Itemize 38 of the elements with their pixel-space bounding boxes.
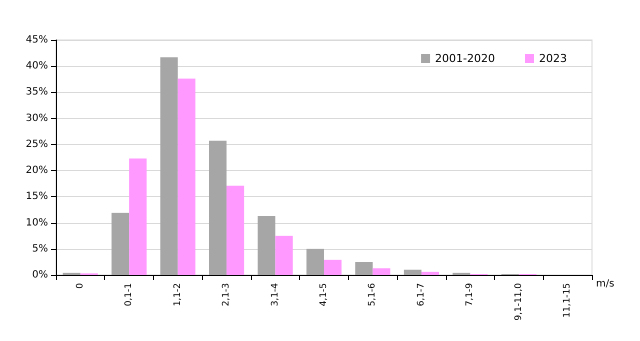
bar bbox=[355, 262, 373, 275]
bar bbox=[209, 140, 227, 275]
y-tick-label: 35% bbox=[26, 86, 48, 98]
bar bbox=[258, 216, 276, 275]
bar bbox=[372, 268, 390, 275]
legend-label: 2001-2020 bbox=[435, 52, 496, 65]
x-tick-label: 1,1-2 bbox=[172, 283, 183, 306]
x-tick-label: 9,1-11,0 bbox=[514, 282, 524, 321]
bar bbox=[226, 186, 244, 275]
x-axis-title: m/s bbox=[596, 278, 614, 290]
x-tick-label: 4,1-5 bbox=[319, 283, 329, 306]
y-tick-label: 5% bbox=[32, 243, 48, 254]
y-tick-label: 15% bbox=[26, 191, 48, 202]
y-tick-label: 45% bbox=[26, 34, 48, 46]
bar bbox=[129, 158, 147, 275]
bar bbox=[324, 260, 342, 275]
x-tick-label: 3,1-4 bbox=[270, 282, 280, 306]
x-tick-label: 2,1-3 bbox=[222, 283, 232, 306]
y-tick-label: 40% bbox=[26, 60, 48, 72]
bar bbox=[178, 78, 196, 275]
y-tick-label: 25% bbox=[26, 138, 48, 150]
x-tick-label: 5,1-6 bbox=[368, 282, 378, 306]
x-tick-label: 0,1-1 bbox=[124, 283, 134, 306]
x-tick-label: 11,1-15 bbox=[562, 283, 573, 318]
bar bbox=[275, 236, 293, 275]
x-tick-label: 6,1-7 bbox=[416, 283, 426, 306]
legend-label: 2023 bbox=[539, 52, 568, 65]
x-tick-label: 0 bbox=[75, 282, 86, 289]
y-tick-label: 0% bbox=[32, 270, 48, 280]
bar bbox=[404, 270, 422, 275]
bar bbox=[112, 212, 130, 275]
y-tick-label: 10% bbox=[26, 217, 48, 228]
y-tick-label: 30% bbox=[26, 112, 48, 124]
bar bbox=[421, 272, 439, 275]
x-tick-label: 7,1-9 bbox=[465, 282, 476, 306]
y-tick-label: 20% bbox=[26, 165, 48, 176]
bar bbox=[160, 57, 178, 275]
bar bbox=[306, 248, 324, 275]
